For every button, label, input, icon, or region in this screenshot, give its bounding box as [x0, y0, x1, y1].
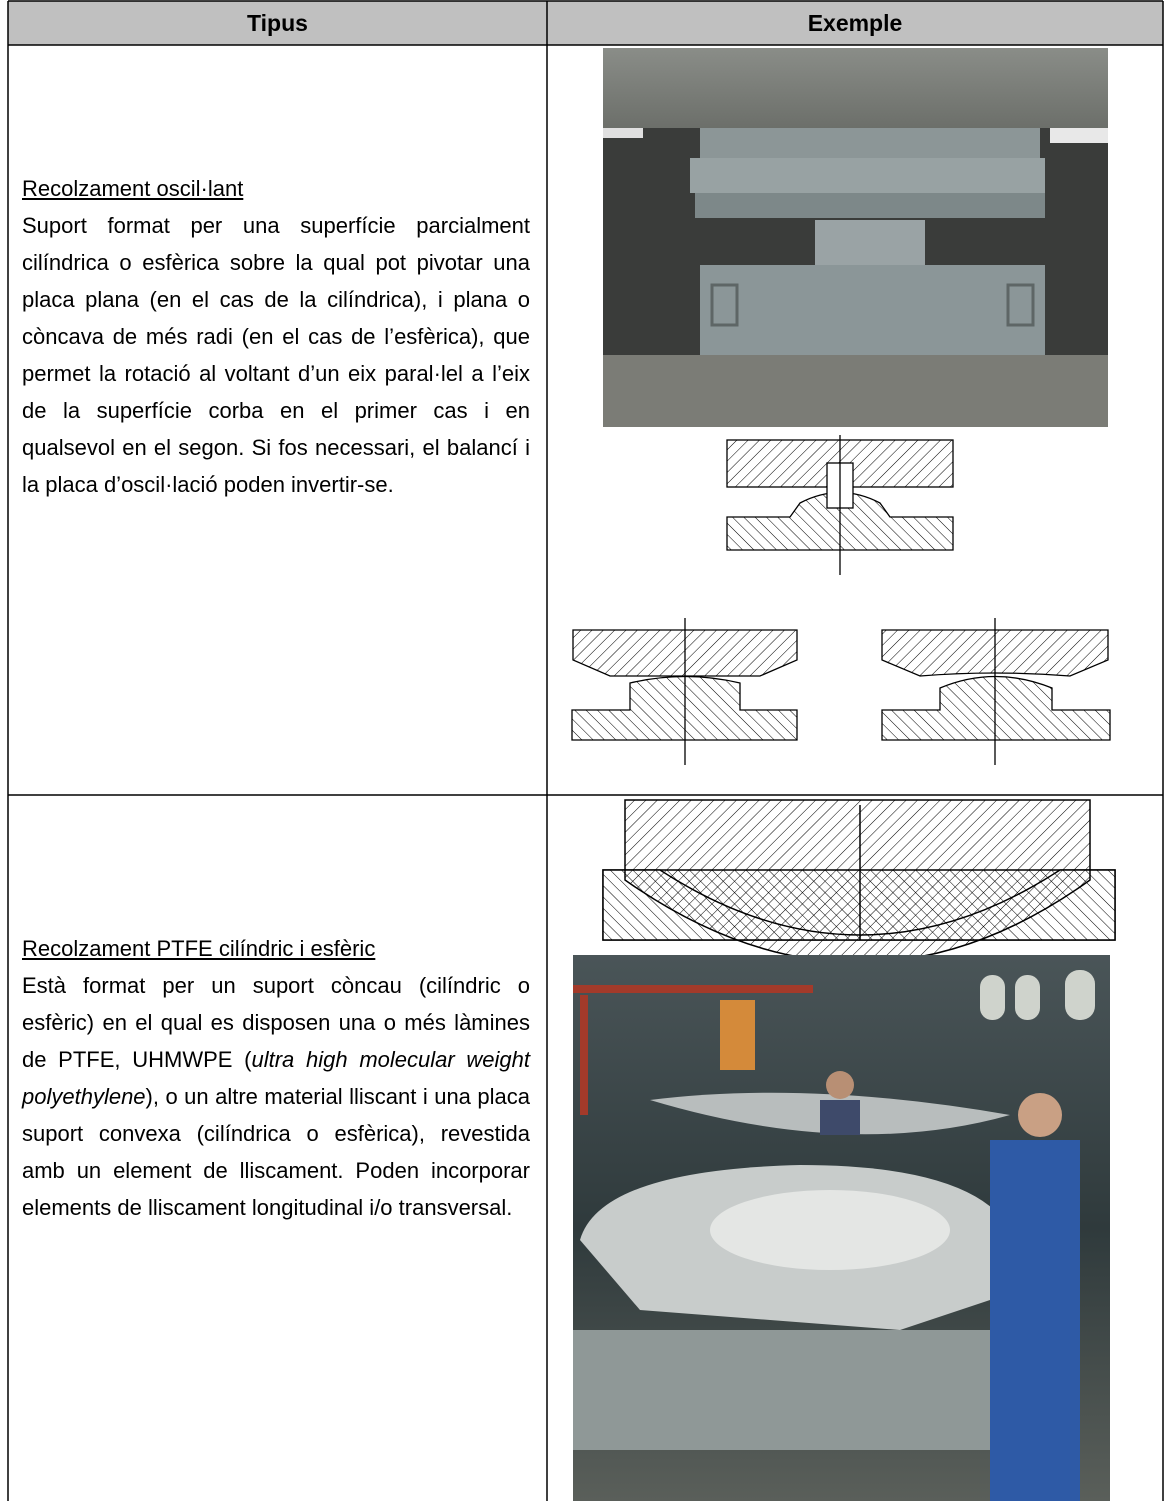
type-description: Suport format per una superfície parcial…	[22, 207, 530, 503]
description-italic: ultra high molecular weight polyethylene	[22, 1047, 530, 1109]
diagram-rocker-right	[881, 618, 1111, 765]
type-cell: Recolzament oscil·lant Suport format per…	[22, 170, 530, 503]
diagram-rocker-left	[571, 618, 798, 765]
diagram-rocker	[726, 435, 954, 575]
header-cell: Exemple	[807, 10, 903, 36]
description-text: Està format per un suport còncau (cilínd…	[22, 973, 530, 1072]
description-text: Suport format per una superfície parcial…	[22, 213, 530, 497]
diagram-ptfe	[602, 799, 1116, 964]
description-text: ), o un altre material lliscant i una pl…	[22, 1084, 530, 1220]
type-description: Està format per un suport còncau (cilínd…	[22, 967, 530, 1226]
header-bg	[8, 1, 1163, 45]
type-title: Recolzament PTFE cilíndric i esfèric	[22, 936, 376, 961]
table-borders	[7, 0, 1164, 1501]
type-cell: Recolzament PTFE cilíndric i esfèric Est…	[22, 930, 530, 1226]
photo-workshop	[573, 955, 1110, 1501]
header-cell: Tipus	[247, 10, 308, 36]
photo-bearing	[603, 48, 1108, 427]
type-title: Recolzament oscil·lant	[22, 176, 244, 201]
